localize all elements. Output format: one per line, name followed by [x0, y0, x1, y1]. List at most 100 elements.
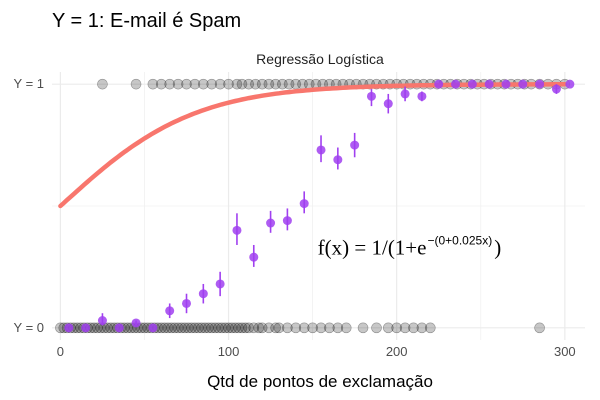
y-axis: Y = 0 Y = 1: [14, 76, 44, 335]
observation-point: [92, 322, 103, 334]
observation-point: [307, 322, 318, 334]
observation-point: [236, 78, 248, 90]
observation-point: [223, 322, 234, 334]
observation-point: [206, 78, 218, 90]
observation-point: [357, 322, 369, 334]
observation-point: [270, 78, 281, 90]
observation-point: [248, 322, 260, 334]
observation-point: [181, 78, 192, 90]
chart-title: Y = 1: E-mail é Spam: [52, 10, 241, 32]
proportion-point: [484, 79, 494, 89]
proportion-point: [97, 316, 107, 326]
proportion-point: [215, 279, 225, 289]
observation-point: [315, 322, 327, 334]
formula-main: f(x) = 1/(1+e: [318, 236, 427, 260]
observation-point: [263, 78, 275, 90]
x-tick-label: 200: [386, 344, 408, 359]
observation-point: [155, 78, 167, 90]
observation-point: [416, 322, 428, 334]
proportion-point: [81, 323, 91, 333]
proportion-point: [182, 298, 192, 308]
x-axis: 0 100 200 300: [57, 344, 576, 359]
observation-point: [371, 322, 382, 334]
proportion-point: [333, 155, 343, 165]
y-tick-label: Y = 0: [14, 320, 44, 335]
proportion-point: [366, 91, 376, 101]
observation-point: [216, 322, 228, 334]
proportion-point: [565, 79, 575, 89]
observation-point: [263, 322, 275, 334]
observation-point: [159, 322, 170, 334]
observation-point: [172, 322, 184, 334]
logistic-curve-layer: [58, 82, 568, 209]
observation-point: [223, 78, 234, 90]
observation-point: [290, 322, 302, 334]
observation-point: [206, 322, 218, 334]
proportion-point: [501, 79, 511, 89]
proportion-point: [400, 89, 410, 99]
observation-point: [147, 78, 159, 90]
observation-point: [186, 322, 197, 334]
observation-point: [176, 322, 187, 334]
x-tick-label: 100: [218, 344, 240, 359]
observation-point: [209, 322, 221, 334]
observation-point: [382, 322, 394, 334]
observation-point: [214, 78, 226, 90]
observation-point: [189, 322, 201, 334]
observation-point: [253, 322, 265, 334]
x-tick-label: 300: [554, 344, 576, 359]
observation-point: [213, 322, 224, 334]
observation-point: [243, 78, 255, 90]
observation-point: [236, 322, 248, 334]
observation-point: [391, 322, 402, 334]
observation-points: [55, 78, 571, 334]
logistic-curve: [58, 82, 568, 209]
proportion-point: [232, 225, 242, 235]
observation-point: [270, 322, 281, 334]
observation-point: [219, 322, 231, 334]
observation-point: [231, 78, 243, 90]
proportion-point: [282, 216, 292, 226]
observation-point: [166, 322, 177, 334]
proportion-point: [131, 318, 141, 328]
observation-point: [332, 322, 344, 334]
observation-point: [408, 322, 419, 334]
observation-point: [277, 78, 288, 90]
observation-point: [256, 78, 268, 90]
proportion-point: [434, 79, 444, 89]
observation-point: [198, 78, 209, 90]
observation-point: [250, 78, 261, 90]
observation-point: [196, 322, 207, 334]
x-tick-label: 0: [57, 344, 64, 359]
proportion-point: [64, 323, 74, 333]
chart-subtitle: Regressão Logística: [256, 51, 384, 67]
observation-point: [203, 322, 214, 334]
proportion-point: [535, 79, 545, 89]
observation-point: [182, 322, 194, 334]
proportion-point: [114, 323, 124, 333]
proportion-point: [467, 79, 477, 89]
observation-point: [324, 322, 335, 334]
proportion-point: [266, 218, 276, 228]
observation-point: [282, 322, 293, 334]
y-tick-label: Y = 1: [14, 76, 44, 91]
formula-exponent: −(0+0.025x): [427, 234, 492, 248]
proportion-point: [249, 252, 259, 262]
observation-point: [169, 322, 181, 334]
proportion-point: [299, 199, 309, 209]
observation-point: [534, 322, 545, 334]
observation-point: [256, 322, 268, 334]
proportion-point: [350, 140, 360, 150]
observation-point: [283, 78, 295, 90]
formula-annotation: f(x) = 1/(1+e −(0+0.025x) ): [318, 234, 502, 260]
observation-point: [226, 322, 238, 334]
proportion-point: [148, 323, 158, 333]
observation-point: [399, 322, 411, 334]
observation-point: [130, 78, 142, 90]
observation-point: [97, 78, 108, 90]
proportion-point: [551, 84, 561, 94]
grid: [52, 72, 585, 340]
observation-point: [162, 322, 174, 334]
observation-point: [192, 322, 204, 334]
